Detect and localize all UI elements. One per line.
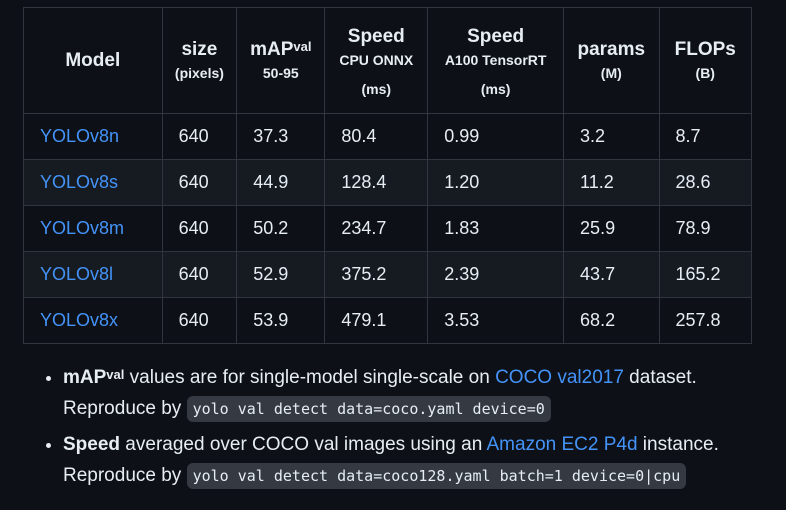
params-cell: 25.9 bbox=[563, 205, 660, 252]
model-link[interactable]: YOLOv8n bbox=[40, 126, 120, 146]
gpu-speed-cell: 2.39 bbox=[427, 251, 565, 298]
table-header-row: Model size (pixels) mAPval 50-95 Speed C… bbox=[23, 7, 753, 114]
params-cell: 43.7 bbox=[563, 251, 660, 298]
model-cell[interactable]: YOLOv8s bbox=[23, 159, 163, 206]
model-cell[interactable]: YOLOv8n bbox=[23, 113, 163, 160]
model-link[interactable]: YOLOv8x bbox=[40, 310, 119, 330]
model-performance-table: Model size (pixels) mAPval 50-95 Speed C… bbox=[23, 7, 753, 344]
header-speed-cpu: Speed CPU ONNX (ms) bbox=[324, 7, 429, 114]
speed-reproduce-command: yolo val detect data=coco128.yaml batch=… bbox=[186, 463, 687, 489]
size-cell: 640 bbox=[161, 251, 238, 298]
model-cell[interactable]: YOLOv8x bbox=[23, 297, 163, 344]
table-row: YOLOv8n 640 37.3 80.4 0.99 3.2 8.7 bbox=[23, 113, 753, 160]
model-link[interactable]: YOLOv8m bbox=[40, 218, 125, 238]
model-link[interactable]: YOLOv8s bbox=[40, 172, 119, 192]
header-model: Model bbox=[23, 7, 163, 114]
map-reproduce-command: yolo val detect data=coco.yaml device=0 bbox=[186, 396, 551, 422]
map-cell: 52.9 bbox=[236, 251, 326, 298]
cpu-speed-cell: 128.4 bbox=[324, 159, 429, 206]
header-size: size (pixels) bbox=[161, 7, 238, 114]
header-map: mAPval 50-95 bbox=[236, 7, 326, 114]
cpu-speed-cell: 479.1 bbox=[324, 297, 429, 344]
size-cell: 640 bbox=[161, 297, 238, 344]
header-flops: FLOPs (B) bbox=[658, 7, 753, 114]
map-cell: 50.2 bbox=[236, 205, 326, 252]
params-cell: 11.2 bbox=[563, 159, 660, 206]
cpu-speed-cell: 80.4 bbox=[324, 113, 429, 160]
table-row: YOLOv8s 640 44.9 128.4 1.20 11.2 28.6 bbox=[23, 159, 753, 206]
flops-cell: 257.8 bbox=[658, 297, 753, 344]
flops-cell: 165.2 bbox=[658, 251, 753, 298]
amazon-ec2-p4d-link[interactable]: Amazon EC2 P4d bbox=[486, 434, 638, 455]
flops-cell: 28.6 bbox=[658, 159, 753, 206]
coco-val2017-link[interactable]: COCO val2017 bbox=[495, 367, 624, 388]
notes-list: mAPval values are for single-model singl… bbox=[40, 362, 786, 496]
model-cell[interactable]: YOLOv8m bbox=[23, 205, 163, 252]
header-params: params (M) bbox=[563, 7, 660, 114]
map-cell: 44.9 bbox=[236, 159, 326, 206]
header-speed-gpu: Speed A100 TensorRT (ms) bbox=[427, 7, 565, 114]
params-cell: 3.2 bbox=[563, 113, 660, 160]
table-row: YOLOv8x 640 53.9 479.1 3.53 68.2 257.8 bbox=[23, 297, 753, 344]
list-item-speed-note: Speed averaged over COCO val images usin… bbox=[63, 429, 786, 492]
table-row: YOLOv8l 640 52.9 375.2 2.39 43.7 165.2 bbox=[23, 251, 753, 298]
cpu-speed-cell: 234.7 bbox=[324, 205, 429, 252]
gpu-speed-cell: 1.20 bbox=[427, 159, 565, 206]
gpu-speed-cell: 3.53 bbox=[427, 297, 565, 344]
cpu-speed-cell: 375.2 bbox=[324, 251, 429, 298]
size-cell: 640 bbox=[161, 159, 238, 206]
params-cell: 68.2 bbox=[563, 297, 660, 344]
size-cell: 640 bbox=[161, 113, 238, 160]
model-cell[interactable]: YOLOv8l bbox=[23, 251, 163, 298]
flops-cell: 78.9 bbox=[658, 205, 753, 252]
size-cell: 640 bbox=[161, 205, 238, 252]
list-item-map-note: mAPval values are for single-model singl… bbox=[63, 362, 786, 425]
flops-cell: 8.7 bbox=[658, 113, 753, 160]
gpu-speed-cell: 0.99 bbox=[427, 113, 565, 160]
table-row: YOLOv8m 640 50.2 234.7 1.83 25.9 78.9 bbox=[23, 205, 753, 252]
map-cell: 53.9 bbox=[236, 297, 326, 344]
map-cell: 37.3 bbox=[236, 113, 326, 160]
gpu-speed-cell: 1.83 bbox=[427, 205, 565, 252]
model-link[interactable]: YOLOv8l bbox=[40, 264, 114, 284]
